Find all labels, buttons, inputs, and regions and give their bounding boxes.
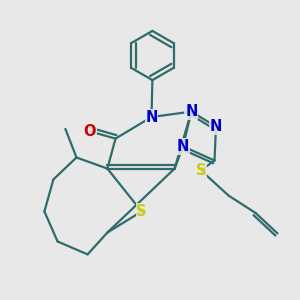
- Text: S: S: [196, 163, 206, 178]
- Text: N: N: [185, 104, 198, 119]
- Text: N: N: [145, 110, 158, 124]
- Text: O: O: [84, 124, 96, 139]
- Text: N: N: [210, 119, 222, 134]
- Text: S: S: [136, 204, 147, 219]
- Text: N: N: [177, 139, 189, 154]
